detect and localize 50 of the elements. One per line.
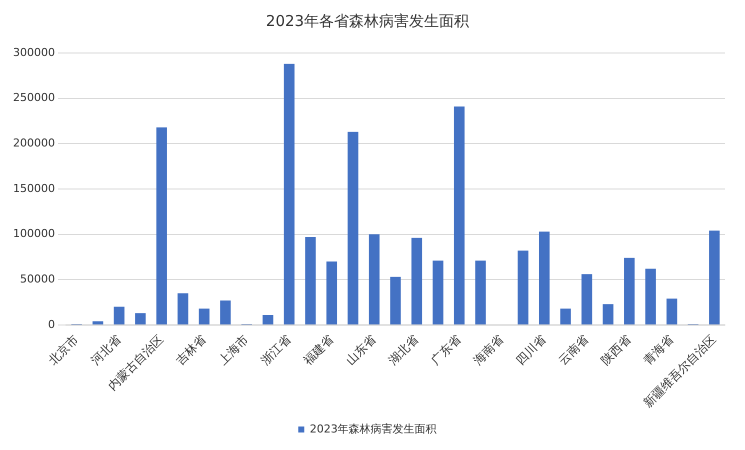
x-tick-label: 吉林省 xyxy=(173,332,208,368)
bar xyxy=(518,250,528,324)
y-tick-label: 300000 xyxy=(12,46,55,59)
x-tick-label: 陕西省 xyxy=(598,332,634,368)
bar xyxy=(390,276,401,324)
bar xyxy=(368,234,380,324)
bar xyxy=(560,308,571,324)
bar xyxy=(198,308,210,324)
bar xyxy=(220,300,231,324)
bar xyxy=(538,232,550,324)
bar xyxy=(454,106,465,324)
x-tick-label: 湖北省 xyxy=(386,332,422,368)
bar xyxy=(602,304,614,324)
bar xyxy=(666,298,678,324)
x-tick-label: 四川省 xyxy=(513,332,549,368)
x-tick-label: 上海市 xyxy=(216,332,252,368)
bar xyxy=(348,132,358,324)
bar xyxy=(475,260,486,324)
bar xyxy=(326,261,338,324)
y-tick-label: 0 xyxy=(48,318,55,331)
bar xyxy=(114,306,124,324)
y-tick-label: 200000 xyxy=(12,136,55,150)
bar xyxy=(624,258,635,324)
x-tick-label: 浙江省 xyxy=(258,332,294,368)
bar xyxy=(178,293,188,324)
x-tick-label: 河北省 xyxy=(88,332,124,368)
y-tick-label: 250000 xyxy=(12,91,55,104)
bar xyxy=(92,321,104,324)
bar xyxy=(262,314,274,324)
x-tick-label: 云南省 xyxy=(556,332,592,368)
x-tick-label: 青海省 xyxy=(640,332,676,368)
bar xyxy=(411,238,422,324)
bar xyxy=(135,313,146,324)
x-tick-label: 北京市 xyxy=(46,332,81,368)
y-tick-label: 100000 xyxy=(12,227,55,240)
bar xyxy=(582,274,592,324)
y-tick-label: 150000 xyxy=(12,182,55,195)
bar xyxy=(284,64,295,324)
bar xyxy=(432,260,444,324)
legend-label: 2023年森林病害发生面积 xyxy=(310,422,437,436)
x-tick-label: 山东省 xyxy=(343,332,379,368)
bar xyxy=(709,230,720,324)
y-tick-label: 50000 xyxy=(20,272,55,286)
chart-title: 2023年各省森林病害发生面积 xyxy=(266,12,470,30)
x-tick-label: 广东省 xyxy=(428,332,464,368)
bar xyxy=(305,237,316,324)
bar xyxy=(156,127,167,324)
x-tick-label: 福建省 xyxy=(300,332,336,368)
x-tick-label: 海南省 xyxy=(470,332,506,368)
bar xyxy=(645,268,656,324)
